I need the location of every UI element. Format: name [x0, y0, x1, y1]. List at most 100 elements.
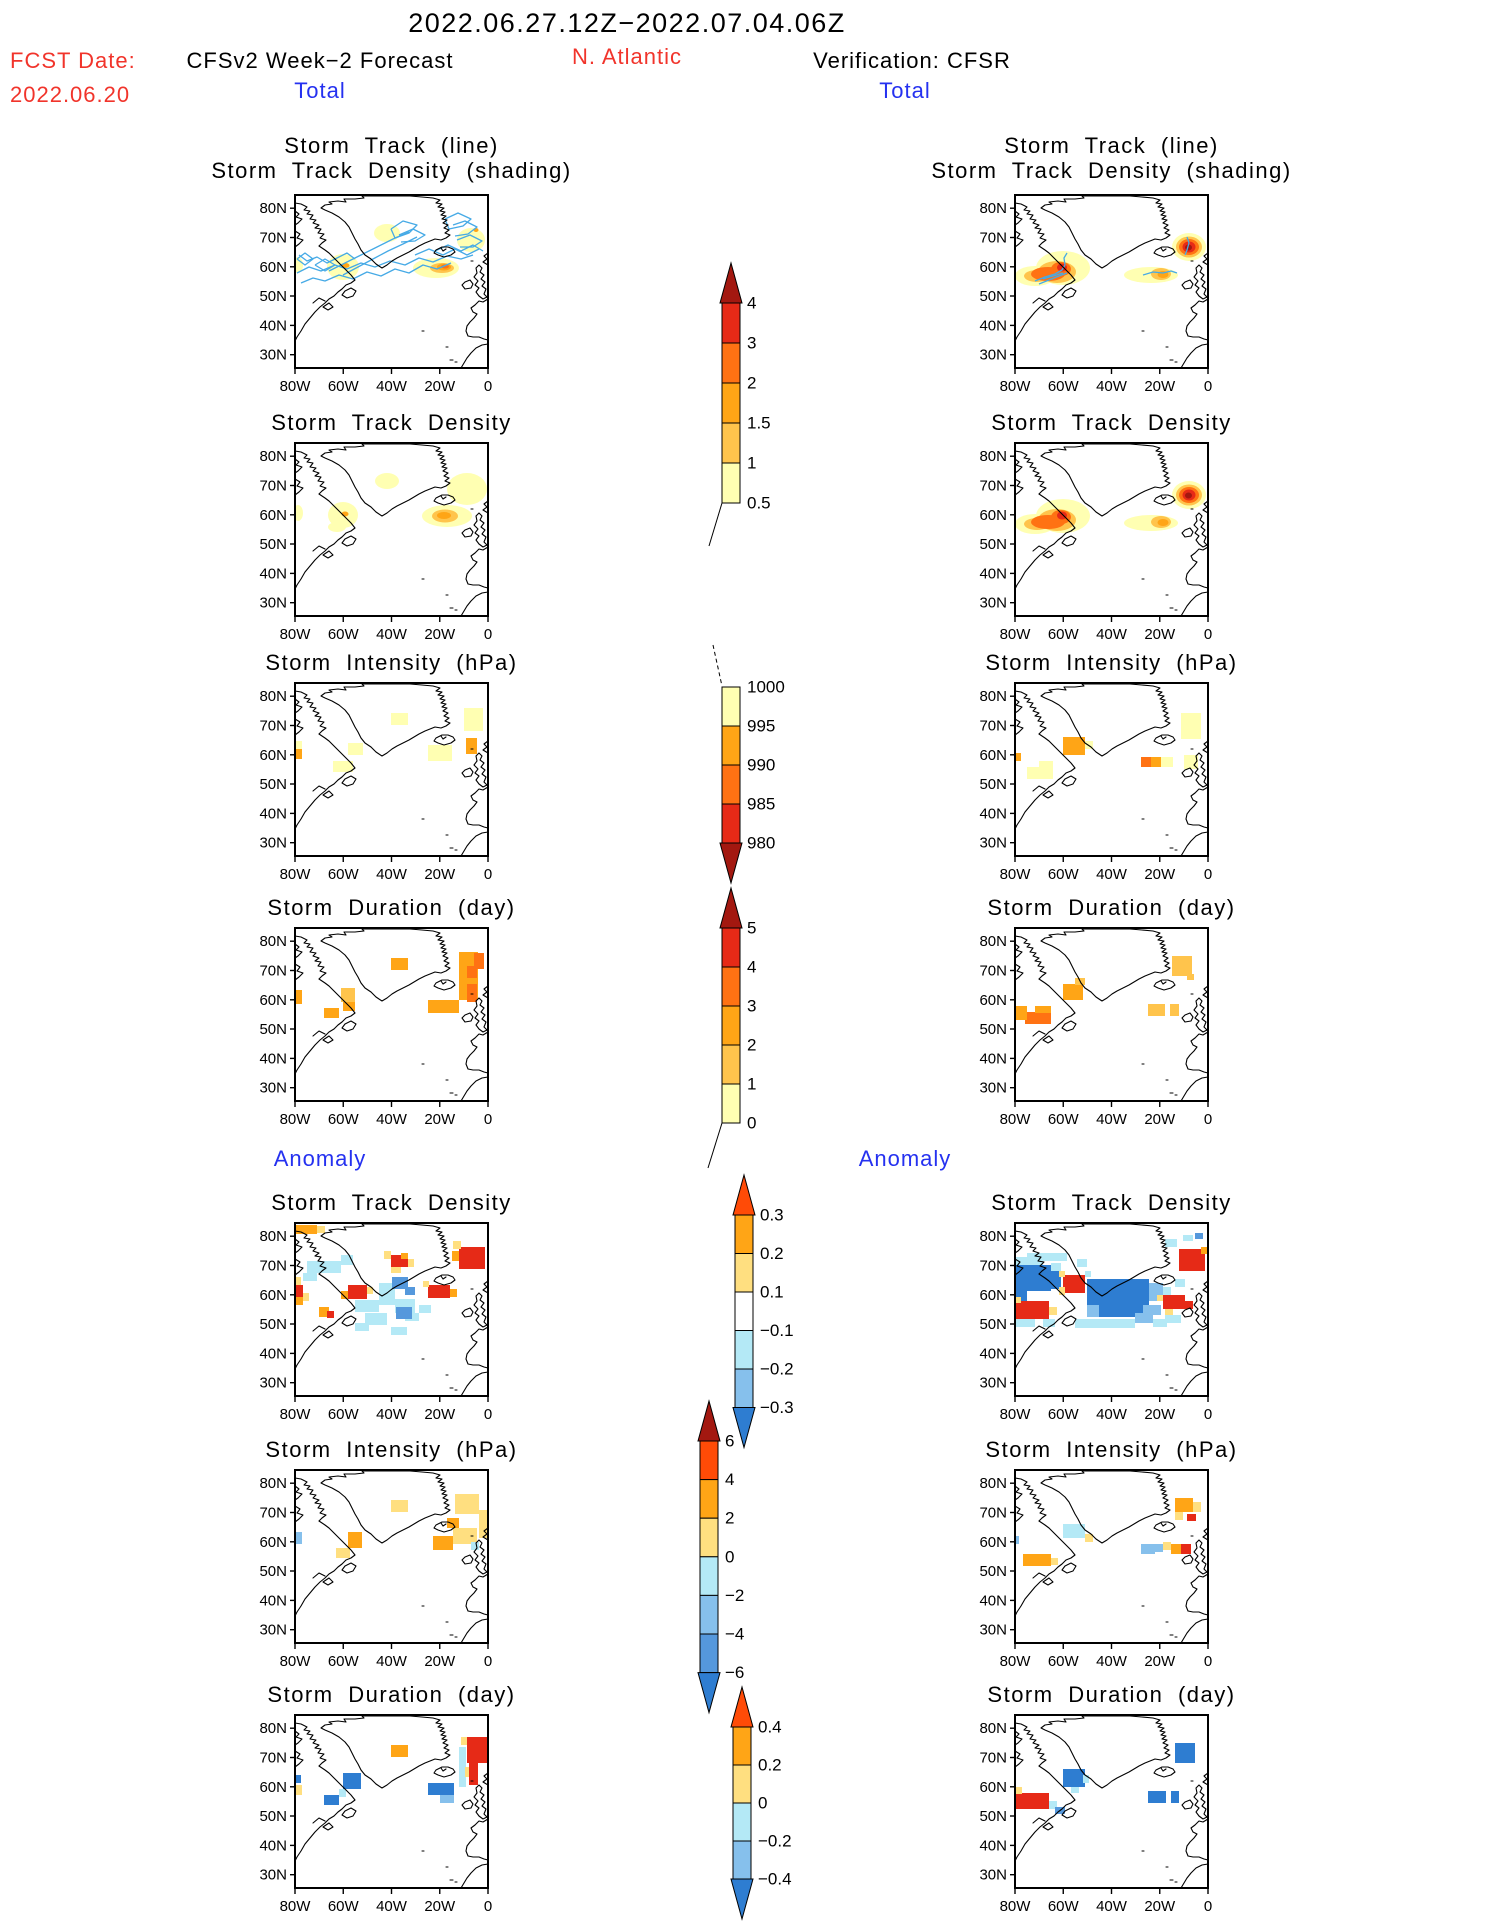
lat-tick-label: 30N	[979, 1080, 1007, 1097]
lon-tick-label: 80W	[280, 378, 312, 395]
lat-tick-label: 30N	[979, 835, 1007, 852]
shading-layer	[295, 1737, 487, 1805]
lon-tick-label: 20W	[424, 378, 456, 395]
lon-tick-label: 20W	[1144, 378, 1176, 395]
lon-tick-label: 0	[1204, 626, 1212, 643]
lon-tick-label: 0	[1204, 1898, 1212, 1915]
lon-tick-label: 40W	[1096, 866, 1128, 883]
lat-tick-label: 40N	[979, 317, 1007, 334]
colorbar-tick-label: 985	[747, 795, 775, 814]
lat-tick-label: 50N	[979, 1808, 1007, 1825]
shading-layer	[1015, 233, 1206, 286]
colorbar-intensity: 1000 995 990 985 980	[712, 644, 785, 885]
colorbar-tick-label: −4	[725, 1625, 744, 1644]
shading-layer	[1015, 481, 1206, 534]
lat-tick-label: 70N	[979, 230, 1007, 247]
lon-tick-label: 80W	[1000, 1898, 1032, 1915]
section-label-anomaly-left: Anomaly	[273, 1146, 367, 1171]
fcst-date-value: 2022.06.20	[10, 82, 131, 107]
section-label-anomaly-right: Anomaly	[858, 1146, 952, 1171]
lon-tick-label: 40W	[1096, 626, 1128, 643]
map-forecast-total-track-density: 80N 70N 60N 50N 40N 30N 80W 60W 40W 20W 0	[259, 442, 492, 643]
panel-title-forecast-total-storm-track-line2: Storm Track Density (shading)	[211, 158, 572, 183]
lon-tick-label: 60W	[1048, 626, 1080, 643]
lon-tick-label: 60W	[1048, 1111, 1080, 1128]
lat-tick-label: 80N	[259, 1228, 287, 1245]
lon-tick-label: 20W	[1144, 1653, 1176, 1670]
colorbar-tick-label: 3	[747, 334, 756, 353]
shading-layer	[1015, 1743, 1195, 1814]
lat-tick-label: 70N	[979, 1258, 1007, 1275]
lat-tick-label: 40N	[979, 1837, 1007, 1854]
lon-tick-label: 80W	[1000, 1406, 1032, 1423]
colorbar-tick-label: −0.4	[758, 1870, 792, 1889]
coastline	[294, 683, 489, 857]
page-title: 2022.06.27.12Z−2022.07.04.06Z	[408, 8, 846, 38]
lat-tick-label: 40N	[979, 1345, 1007, 1362]
lat-tick-label: 40N	[979, 1592, 1007, 1609]
coastline	[294, 443, 489, 617]
section-label-total-left: Total	[294, 78, 346, 103]
panel-title-forecast-total-storm-track-line1: Storm Track (line)	[284, 133, 499, 158]
lat-tick-label: 70N	[979, 478, 1007, 495]
map-verification-total-intensity: 80N 70N 60N 50N 40N 30N 80W 60W 40W 20W 0	[979, 682, 1212, 883]
lat-tick-label: 50N	[259, 288, 287, 305]
panel-title-verification-anomaly-intensity: Storm Intensity (hPa)	[985, 1437, 1238, 1462]
lon-tick-label: 20W	[424, 1653, 456, 1670]
lat-tick-label: 70N	[979, 963, 1007, 980]
colorbar-tick-label: 2	[747, 374, 756, 393]
lat-tick-label: 30N	[259, 835, 287, 852]
map-verification-anomaly-track-density: 80N 70N 60N 50N 40N 30N 80W 60W 40W 20W 0	[979, 1222, 1212, 1423]
lat-tick-label: 50N	[259, 536, 287, 553]
lon-tick-label: 60W	[328, 1111, 360, 1128]
lon-tick-label: 0	[484, 866, 492, 883]
lat-tick-label: 70N	[979, 718, 1007, 735]
colorbar-tick-label: 5	[747, 919, 756, 938]
lon-tick-label: 0	[484, 1111, 492, 1128]
lon-tick-label: 0	[484, 1898, 492, 1915]
lon-tick-label: 60W	[328, 378, 360, 395]
lon-tick-label: 60W	[1048, 378, 1080, 395]
colorbar-tick-label: 0.3	[760, 1206, 784, 1225]
colorbar-tick-label: 1.5	[747, 414, 771, 433]
lon-tick-label: 40W	[1096, 1653, 1128, 1670]
colorbar-tick-label: 0	[725, 1547, 734, 1566]
colorbar-anomaly-intensity: 6 4 2 0 −2 −4 −6	[697, 1399, 744, 1715]
lat-tick-label: 80N	[979, 1228, 1007, 1245]
colorbar-tick-label: −0.3	[760, 1398, 794, 1417]
panel-title-forecast-total-intensity: Storm Intensity (hPa)	[265, 650, 518, 675]
lat-tick-label: 30N	[259, 595, 287, 612]
lon-tick-label: 0	[484, 378, 492, 395]
fcst-date-label: FCST Date:	[10, 48, 136, 73]
lon-tick-label: 80W	[1000, 1111, 1032, 1128]
colorbar-tick-label: 4	[725, 1470, 734, 1489]
lon-tick-label: 20W	[424, 1111, 456, 1128]
lat-tick-label: 40N	[259, 565, 287, 582]
lat-tick-label: 60N	[979, 1287, 1007, 1304]
lat-tick-label: 70N	[259, 963, 287, 980]
lon-tick-label: 0	[484, 626, 492, 643]
lat-tick-label: 60N	[259, 747, 287, 764]
colorbar-tick-label: 0.4	[758, 1718, 782, 1737]
lat-tick-label: 50N	[979, 1563, 1007, 1580]
lon-tick-label: 60W	[1048, 1653, 1080, 1670]
lat-tick-label: 80N	[259, 933, 287, 950]
lon-tick-label: 60W	[1048, 866, 1080, 883]
lon-tick-label: 60W	[328, 626, 360, 643]
lat-tick-label: 40N	[259, 805, 287, 822]
panel-title-forecast-anomaly-track-density: Storm Track Density	[271, 1190, 512, 1215]
lat-tick-label: 80N	[259, 1720, 287, 1737]
colorbar-tick-label: 990	[747, 756, 775, 775]
lon-tick-label: 40W	[376, 378, 408, 395]
colorbar-tick-label: −2	[725, 1586, 744, 1605]
lat-tick-label: 30N	[979, 595, 1007, 612]
lat-tick-label: 60N	[979, 992, 1007, 1009]
colorbar-tick-label: −6	[725, 1663, 744, 1682]
lat-tick-label: 60N	[259, 1287, 287, 1304]
lon-tick-label: 0	[484, 1653, 492, 1670]
colorbar-anomaly-duration: 0.4 0.2 0 −0.2 −0.4	[730, 1685, 792, 1921]
lon-tick-label: 80W	[280, 1898, 312, 1915]
region-label: N. Atlantic	[571, 44, 683, 69]
lon-tick-label: 20W	[424, 1898, 456, 1915]
